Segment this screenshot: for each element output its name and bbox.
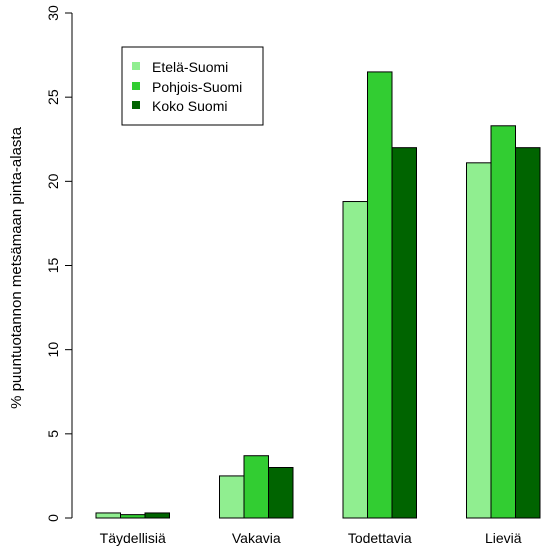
x-category-label: Todettavia	[348, 530, 412, 546]
legend-swatch-etela-suomi	[132, 62, 140, 70]
bar	[466, 162, 492, 519]
bar	[391, 147, 417, 519]
legend-swatch-koko-suomi	[132, 101, 140, 109]
x-category-label: Täydellisiä	[100, 530, 166, 546]
y-tick-label: 5	[45, 430, 61, 438]
y-tick-label: 20	[45, 173, 61, 189]
bars	[95, 71, 541, 519]
x-category-label: Lieviä	[485, 530, 522, 546]
bar	[120, 514, 146, 519]
y-axis: 0 5 10 15 20 25 30	[45, 5, 73, 522]
legend-box	[121, 46, 264, 126]
legend: Etelä-Suomi Pohjois-Suomi Koko Suomi	[121, 46, 264, 126]
bar	[243, 455, 269, 519]
bar	[342, 201, 368, 519]
bar	[515, 147, 541, 519]
legend-label-pohjois-suomi: Pohjois-Suomi	[152, 79, 242, 95]
legend-label-koko-suomi: Koko Suomi	[152, 98, 227, 114]
bar	[268, 467, 294, 519]
bar	[490, 125, 516, 519]
y-tick-label: 25	[45, 89, 61, 105]
y-tick-label: 30	[45, 5, 61, 21]
y-tick-label: 0	[45, 514, 61, 522]
x-axis: Täydellisiä Vakavia Todettavia Lieviä	[100, 530, 522, 546]
legend-swatch-pohjois-suomi	[132, 82, 140, 90]
y-tick-label: 10	[45, 342, 61, 358]
x-category-label: Vakavia	[232, 530, 281, 546]
bar	[219, 475, 245, 519]
bar	[95, 512, 121, 519]
bar	[144, 512, 170, 519]
y-tick-label: 15	[45, 258, 61, 274]
bar	[367, 71, 393, 519]
legend-label-etela-suomi: Etelä-Suomi	[152, 59, 228, 75]
y-axis-title: % puuntuotannon metsämaan pinta-alasta	[8, 126, 25, 409]
